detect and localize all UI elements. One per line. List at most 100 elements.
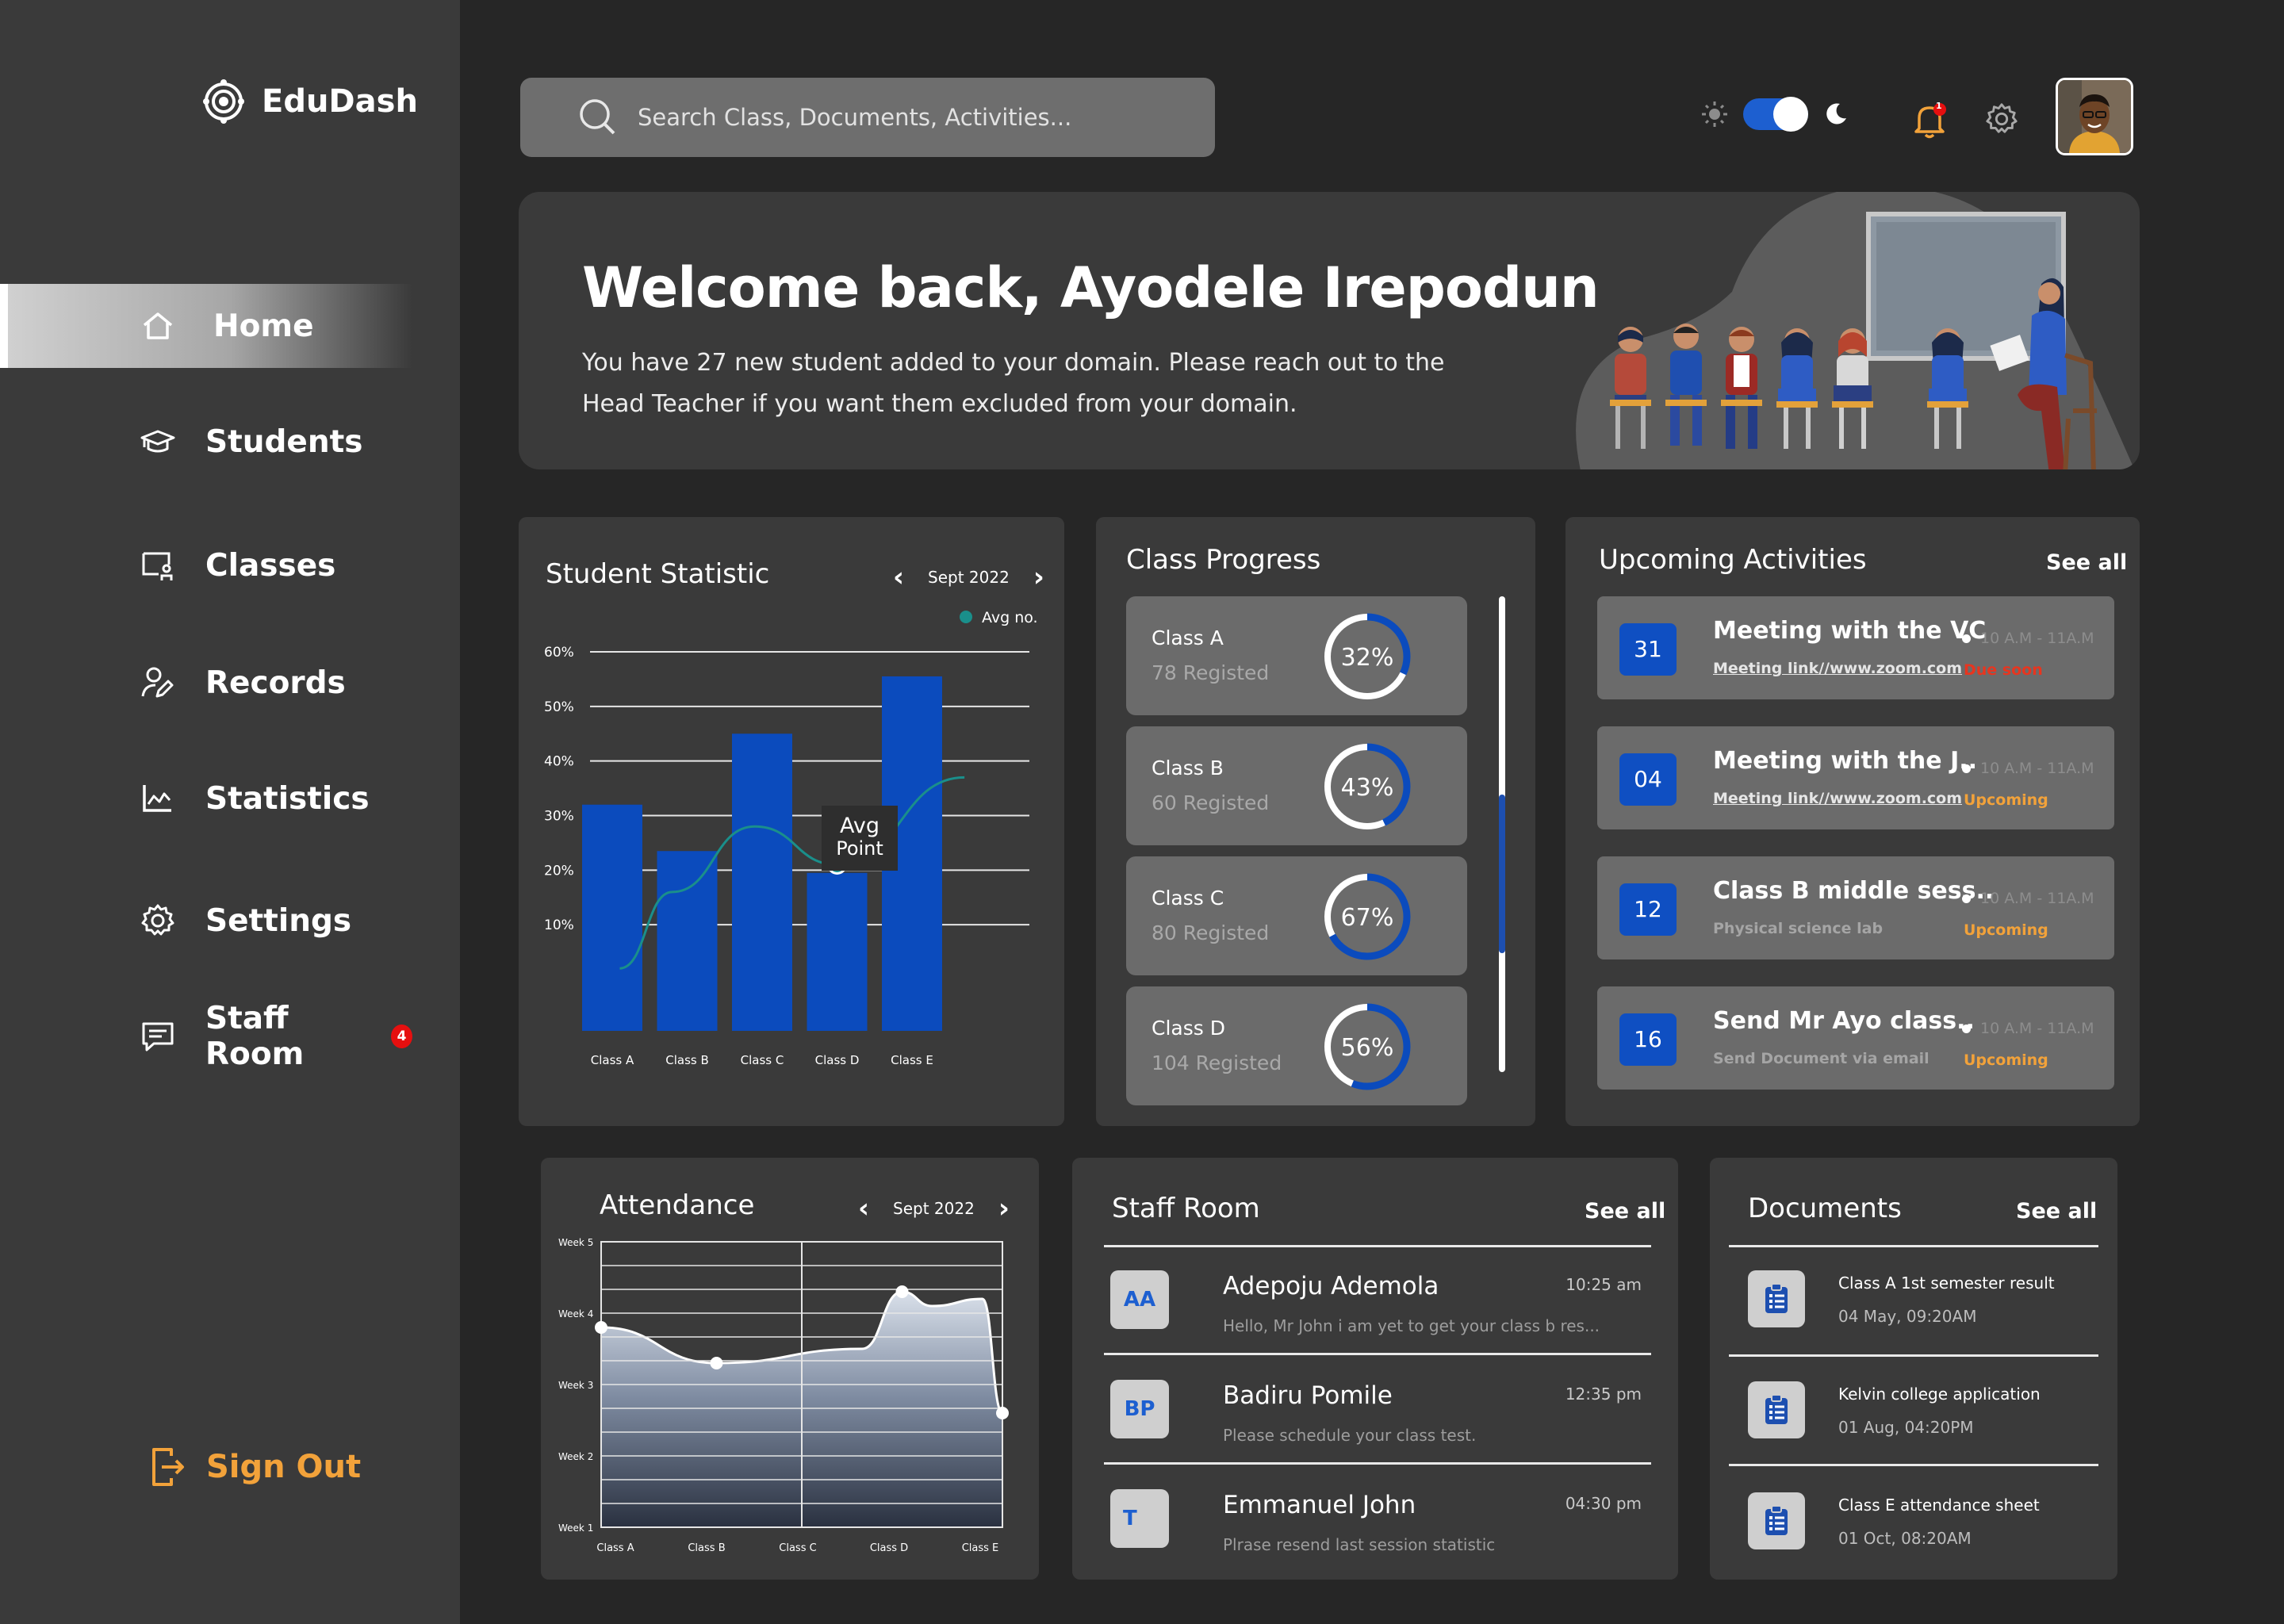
student-statistic-chart: 10% 20% 30% 40% 50% 60% Class A Class B Class C… — [544, 609, 1038, 1067]
attendance-point[interactable] — [996, 1407, 1009, 1419]
staff-message-item[interactable]: T Emmanuel John Plrase resend last session… — [1110, 1477, 1650, 1580]
y-tick-label: Week 5 — [558, 1237, 593, 1248]
sign-out-label: Sign Out — [206, 1449, 362, 1485]
activities-see-all-link[interactable]: See all — [2046, 550, 2128, 575]
sidebar-item-students[interactable]: Students — [0, 400, 412, 484]
staff-message-item[interactable]: BP Badiru Pomile Please schedule your clas… — [1110, 1367, 1650, 1470]
user-edit-icon — [141, 667, 174, 698]
gear-icon — [1986, 103, 2018, 133]
class-progress-item[interactable]: Class A 78 Registed 32% — [1126, 596, 1467, 715]
upcoming-activities-card: Upcoming Activities See all 31 Meeting wi… — [1565, 517, 2140, 1126]
teacher-figure — [1990, 278, 2097, 469]
activity-meeting-link[interactable]: Meeting link//www.zoom.com — [1713, 790, 1963, 807]
sidebar-item-label: Classes — [205, 547, 336, 584]
message-time: 10:25 am — [1565, 1275, 1642, 1294]
activity-item[interactable]: 16 Send Mr Ayo class.. Send Document via e… — [1597, 986, 2114, 1090]
y-tick-label: 50% — [544, 699, 574, 715]
classroom-icon — [142, 552, 173, 580]
class-registered-count: 104 Registed — [1152, 1051, 1282, 1074]
y-tick-label: 60% — [544, 645, 574, 661]
next-month-button[interactable]: › — [998, 1193, 1010, 1224]
class-progress-item[interactable]: Class D 104 Registed 56% — [1126, 986, 1467, 1105]
message-icon — [142, 1022, 174, 1051]
documents-see-all-link[interactable]: See all — [2016, 1199, 2098, 1224]
tooltip-box — [822, 806, 898, 871]
attendance-point[interactable] — [710, 1357, 723, 1369]
document-item[interactable]: Class E attendance sheet 01 Oct, 08:20AM — [1748, 1470, 2121, 1573]
settings-button[interactable] — [1984, 102, 2019, 140]
sidebar-item-home[interactable]: Home — [0, 284, 412, 368]
ring-progress — [1324, 743, 1411, 830]
class-progress-item[interactable]: Class B 60 Registed 43% — [1126, 726, 1467, 845]
line-chart-icon — [143, 785, 171, 812]
home-icon — [143, 312, 173, 339]
activity-date-badge: 31 — [1619, 623, 1677, 676]
progress-ring: 67% — [1324, 873, 1411, 960]
sender-name: Badiru Pomile — [1223, 1381, 1393, 1410]
activity-item[interactable]: 12 Class B middle sess.. Physical science … — [1597, 856, 2114, 959]
clipboard-icon — [1765, 1505, 1788, 1535]
sidebar-item-staff-room[interactable]: Staff Room 4 — [0, 994, 412, 1078]
x-tick-label: Class E — [891, 1053, 933, 1067]
notifications-button[interactable]: 1 — [1911, 101, 1948, 143]
bar-class-d — [807, 872, 868, 1031]
progress-percent: 32% — [1341, 644, 1394, 672]
prev-month-button[interactable]: ‹ — [858, 1193, 870, 1224]
next-month-button[interactable]: › — [1033, 561, 1044, 593]
logo[interactable]: EduDash — [200, 78, 418, 125]
staff-message-item[interactable]: AA Adepoju Ademola Hello, Mr John i am yet… — [1110, 1258, 1650, 1361]
activity-time: 10 A.M - 11A.M — [1962, 760, 2094, 777]
search-input[interactable] — [638, 104, 1193, 131]
prev-month-button[interactable]: ‹ — [893, 561, 905, 593]
activity-status: Upcoming — [1964, 1051, 2048, 1069]
chart-legend: Avg no. — [960, 609, 1038, 626]
sender-name: Emmanuel John — [1223, 1491, 1416, 1519]
sidebar-item-label: Statistics — [205, 780, 370, 817]
message-preview: Plrase resend last session statistic — [1223, 1535, 1496, 1554]
search-bar[interactable] — [520, 78, 1215, 157]
progress-percent: 43% — [1341, 774, 1394, 802]
document-item[interactable]: Class A 1st semester result 04 May, 09:20… — [1748, 1248, 2121, 1351]
bar-class-a — [582, 804, 642, 1031]
theme-switcher[interactable] — [1700, 97, 1849, 132]
sender-name: Adepoju Ademola — [1223, 1272, 1439, 1300]
sidebar-item-classes[interactable]: Classes — [0, 523, 412, 607]
document-icon-box — [1748, 1270, 1805, 1327]
document-date: 01 Aug, 04:20PM — [1838, 1418, 1974, 1437]
sidebar-item-settings[interactable]: Settings — [0, 879, 412, 963]
class-progress-title: Class Progress — [1126, 544, 1321, 576]
sidebar-item-records[interactable]: Records — [0, 641, 412, 725]
class-progress-scrollbar[interactable] — [1499, 596, 1505, 1072]
legend-swatch — [960, 611, 972, 623]
staff-room-see-all-link[interactable]: See all — [1585, 1199, 1666, 1224]
attendance-grid — [600, 1241, 1003, 1528]
clipboard-icon — [1765, 1283, 1788, 1313]
activity-date-badge: 12 — [1619, 883, 1677, 936]
sidebar-item-label: Settings — [205, 902, 352, 939]
welcome-banner: Welcome back, Ayodele Irepodun You have … — [519, 192, 2140, 469]
bar-class-b — [657, 851, 718, 1031]
activity-time: 10 A.M - 11A.M — [1962, 1020, 2094, 1037]
dark-mode-toggle[interactable] — [1743, 97, 1808, 132]
class-progress-item[interactable]: Class C 80 Registed 67% — [1126, 856, 1467, 975]
staff-room-title: Staff Room — [1112, 1193, 1260, 1224]
sidebar-item-statistics[interactable]: Statistics — [0, 756, 412, 841]
activity-item[interactable]: 04 Meeting with the J.. Meeting link//www.… — [1597, 726, 2114, 829]
attendance-point[interactable] — [595, 1321, 607, 1334]
activity-item[interactable]: 31 Meeting with the VC Meeting link//www.z… — [1597, 596, 2114, 699]
bar-class-c — [732, 733, 792, 1031]
sidebar-item-label: Records — [205, 665, 346, 701]
class-name: Class C — [1152, 887, 1224, 910]
scrollbar-thumb[interactable] — [1499, 795, 1505, 953]
sender-initials-avatar: T — [1110, 1489, 1169, 1548]
user-avatar[interactable] — [2056, 78, 2133, 155]
progress-percent: 56% — [1341, 1034, 1394, 1062]
document-item[interactable]: Kelvin college application 01 Aug, 04:20P… — [1748, 1359, 2121, 1462]
staff-room-badge: 4 — [391, 1025, 412, 1048]
activity-meeting-link[interactable]: Meeting link//www.zoom.com — [1713, 660, 1963, 677]
x-tick-label: Class A — [596, 1542, 634, 1554]
activity-date-badge: 16 — [1619, 1013, 1677, 1066]
sign-out-button[interactable]: Sign Out — [151, 1445, 361, 1489]
document-date: 04 May, 09:20AM — [1838, 1307, 1977, 1326]
attendance-point[interactable] — [895, 1285, 909, 1298]
